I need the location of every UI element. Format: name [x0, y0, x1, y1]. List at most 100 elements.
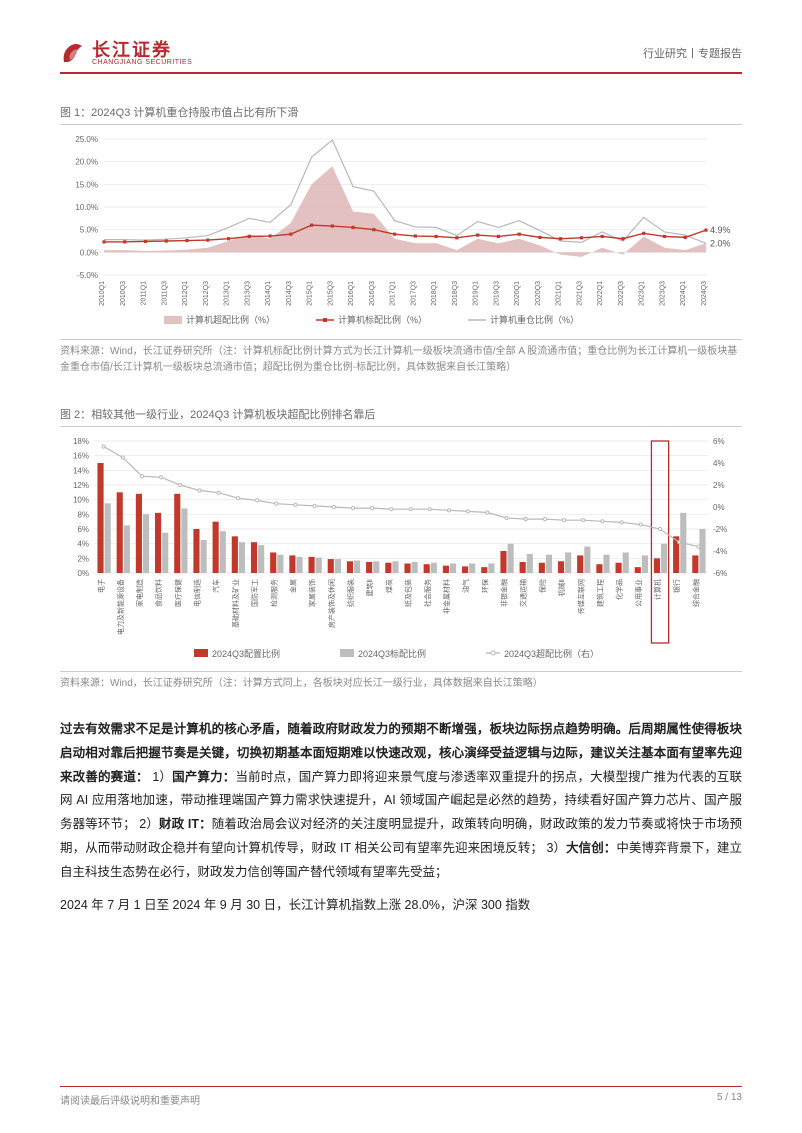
svg-text:4%: 4% [77, 540, 89, 549]
svg-text:4%: 4% [713, 459, 725, 468]
svg-text:2.0%: 2.0% [710, 238, 731, 248]
svg-text:-2%: -2% [713, 525, 727, 534]
svg-text:2017Q3: 2017Q3 [410, 281, 417, 306]
svg-text:电子: 电子 [97, 579, 106, 593]
svg-text:建筑Ⅱ: 建筑Ⅱ [365, 579, 374, 596]
svg-text:医疗保健: 医疗保健 [173, 579, 182, 607]
svg-text:环保: 环保 [480, 579, 489, 593]
svg-text:非银金融: 非银金融 [500, 579, 509, 607]
item3-num: 3） [546, 841, 566, 855]
svg-text:机械Ⅱ: 机械Ⅱ [557, 579, 566, 596]
svg-text:煤炭: 煤炭 [384, 579, 393, 593]
logo: 长江证券 CHANGJIANG SECURITIES [60, 40, 192, 66]
svg-text:2012Q3: 2012Q3 [203, 281, 210, 306]
item1-title: 国产算力： [172, 770, 235, 784]
svg-text:2016Q3: 2016Q3 [369, 281, 376, 306]
svg-text:2010Q1: 2010Q1 [99, 281, 106, 306]
svg-text:8%: 8% [77, 510, 89, 519]
svg-text:4.9%: 4.9% [710, 225, 731, 235]
svg-text:0.0%: 0.0% [80, 248, 98, 257]
svg-text:2012Q1: 2012Q1 [182, 281, 189, 306]
logo-icon [60, 40, 86, 66]
svg-text:国防军工: 国防军工 [250, 579, 259, 607]
svg-text:10.0%: 10.0% [75, 203, 98, 212]
svg-text:5.0%: 5.0% [80, 226, 98, 235]
figure-1-caption: 资料来源：Wind，长江证券研究所（注：计算机标配比例计算方式为长江计算机一级板… [60, 339, 742, 376]
svg-text:房产装饰及休闲: 房产装饰及休闲 [327, 579, 336, 628]
svg-text:社会服务: 社会服务 [423, 579, 432, 607]
svg-text:2022Q3: 2022Q3 [618, 281, 625, 306]
svg-text:电信制造: 电信制造 [193, 579, 202, 607]
svg-text:保险: 保险 [538, 579, 547, 593]
svg-text:基础材料及矿业: 基础材料及矿业 [231, 579, 240, 628]
svg-text:化学品: 化学品 [615, 579, 624, 600]
svg-text:传媒互联网: 传媒互联网 [576, 579, 585, 614]
svg-text:油气: 油气 [461, 579, 470, 593]
svg-text:2016Q1: 2016Q1 [348, 281, 355, 306]
svg-text:2024Q1: 2024Q1 [680, 281, 687, 306]
svg-text:2%: 2% [77, 554, 89, 563]
svg-text:-6%: -6% [713, 569, 727, 578]
svg-text:计算机标配比例（%）: 计算机标配比例（%） [338, 314, 427, 325]
svg-text:2022Q1: 2022Q1 [597, 281, 604, 306]
svg-text:2021Q3: 2021Q3 [576, 281, 583, 306]
svg-text:2018Q1: 2018Q1 [431, 281, 438, 306]
svg-text:16%: 16% [73, 452, 89, 461]
svg-text:计算机: 计算机 [653, 579, 662, 600]
header-category: 行业研究丨专题报告 [643, 45, 742, 61]
svg-text:18%: 18% [73, 437, 89, 446]
svg-text:公用事业: 公用事业 [634, 579, 643, 607]
svg-text:2014Q1: 2014Q1 [265, 281, 272, 306]
svg-text:2020Q3: 2020Q3 [535, 281, 542, 306]
svg-text:建筑工程: 建筑工程 [595, 579, 604, 607]
page-footer: 请阅读最后评级说明和重要声明 5 / 13 [60, 1086, 742, 1107]
svg-text:交通运输: 交通运输 [519, 579, 528, 607]
svg-text:家属装饰: 家属装饰 [308, 579, 317, 607]
figure-2-chart: 0% 2% 4% 6% 8% 10% 12% 14% 16% 18% -6% -4% -2% 0% 2% 4%… [60, 435, 742, 665]
svg-text:食品饮料: 食品饮料 [154, 579, 163, 607]
svg-text:金属: 金属 [288, 579, 297, 593]
item1-num: 1） [152, 770, 172, 784]
svg-text:-4%: -4% [713, 547, 727, 556]
svg-text:2021Q1: 2021Q1 [556, 281, 563, 306]
svg-text:2018Q3: 2018Q3 [452, 281, 459, 306]
svg-text:6%: 6% [713, 437, 725, 446]
svg-text:15.0%: 15.0% [75, 180, 98, 189]
svg-text:2%: 2% [713, 481, 725, 490]
svg-text:检测服务: 检测服务 [269, 579, 278, 607]
footer-disclaimer: 请阅读最后评级说明和重要声明 [60, 1092, 200, 1107]
svg-text:汽车: 汽车 [212, 579, 221, 593]
svg-text:纺织服装: 纺织服装 [346, 579, 355, 607]
paragraph-2: 2024 年 7 月 1 日至 2024 年 9 月 30 日，长江计算机指数上… [60, 894, 742, 918]
svg-text:2017Q1: 2017Q1 [390, 281, 397, 306]
figure-1-chart: -5.0% 0.0% 5.0% 10.0% 15.0% 20.0% 25.0% 4.9% 2.0… [60, 133, 742, 333]
svg-text:计算机超配比例（%）: 计算机超配比例（%） [186, 314, 275, 325]
svg-text:-5.0%: -5.0% [77, 271, 98, 280]
svg-text:银行: 银行 [672, 579, 681, 593]
svg-text:2015Q1: 2015Q1 [307, 281, 314, 306]
svg-text:2023Q3: 2023Q3 [659, 281, 666, 306]
svg-text:2024Q3超配比例（右）: 2024Q3超配比例（右） [504, 648, 599, 659]
item3-title: 大信创： [566, 841, 616, 855]
figure-1: 图 1：2024Q3 计算机重仓持股市值占比有所下滑 -5.0% 0.0% 5.0%… [60, 104, 742, 376]
svg-text:2014Q3: 2014Q3 [286, 281, 293, 306]
body-text: 过去有效需求不足是计算机的核心矛盾，随着政府财政发力的预期不断增强，板块边际拐点… [60, 718, 742, 918]
svg-text:14%: 14% [73, 466, 89, 475]
svg-text:20.0%: 20.0% [75, 158, 98, 167]
figure-2: 图 2：相较其他一级行业，2024Q3 计算机板块超配比例排名靠后 0% 2% 4%… [60, 406, 742, 692]
figure-2-caption: 资料来源：Wind，长江证券研究所（注：计算方式同上，各板块对应长江一级行业，具… [60, 671, 742, 692]
svg-text:2013Q1: 2013Q1 [224, 281, 231, 306]
figure-2-title: 图 2：相较其他一级行业，2024Q3 计算机板块超配比例排名靠后 [60, 406, 742, 427]
svg-text:2019Q3: 2019Q3 [493, 281, 500, 306]
svg-text:12%: 12% [73, 481, 89, 490]
svg-text:0%: 0% [713, 503, 725, 512]
svg-text:2011Q3: 2011Q3 [161, 281, 168, 305]
svg-text:0%: 0% [77, 569, 89, 578]
svg-text:2010Q3: 2010Q3 [120, 281, 127, 306]
figure-1-title: 图 1：2024Q3 计算机重仓持股市值占比有所下滑 [60, 104, 742, 125]
svg-text:2024Q3标配比例: 2024Q3标配比例 [358, 648, 426, 659]
item2-title: 财政 IT： [159, 817, 212, 831]
svg-text:10%: 10% [73, 496, 89, 505]
svg-text:6%: 6% [77, 525, 89, 534]
svg-text:25.0%: 25.0% [75, 135, 98, 144]
